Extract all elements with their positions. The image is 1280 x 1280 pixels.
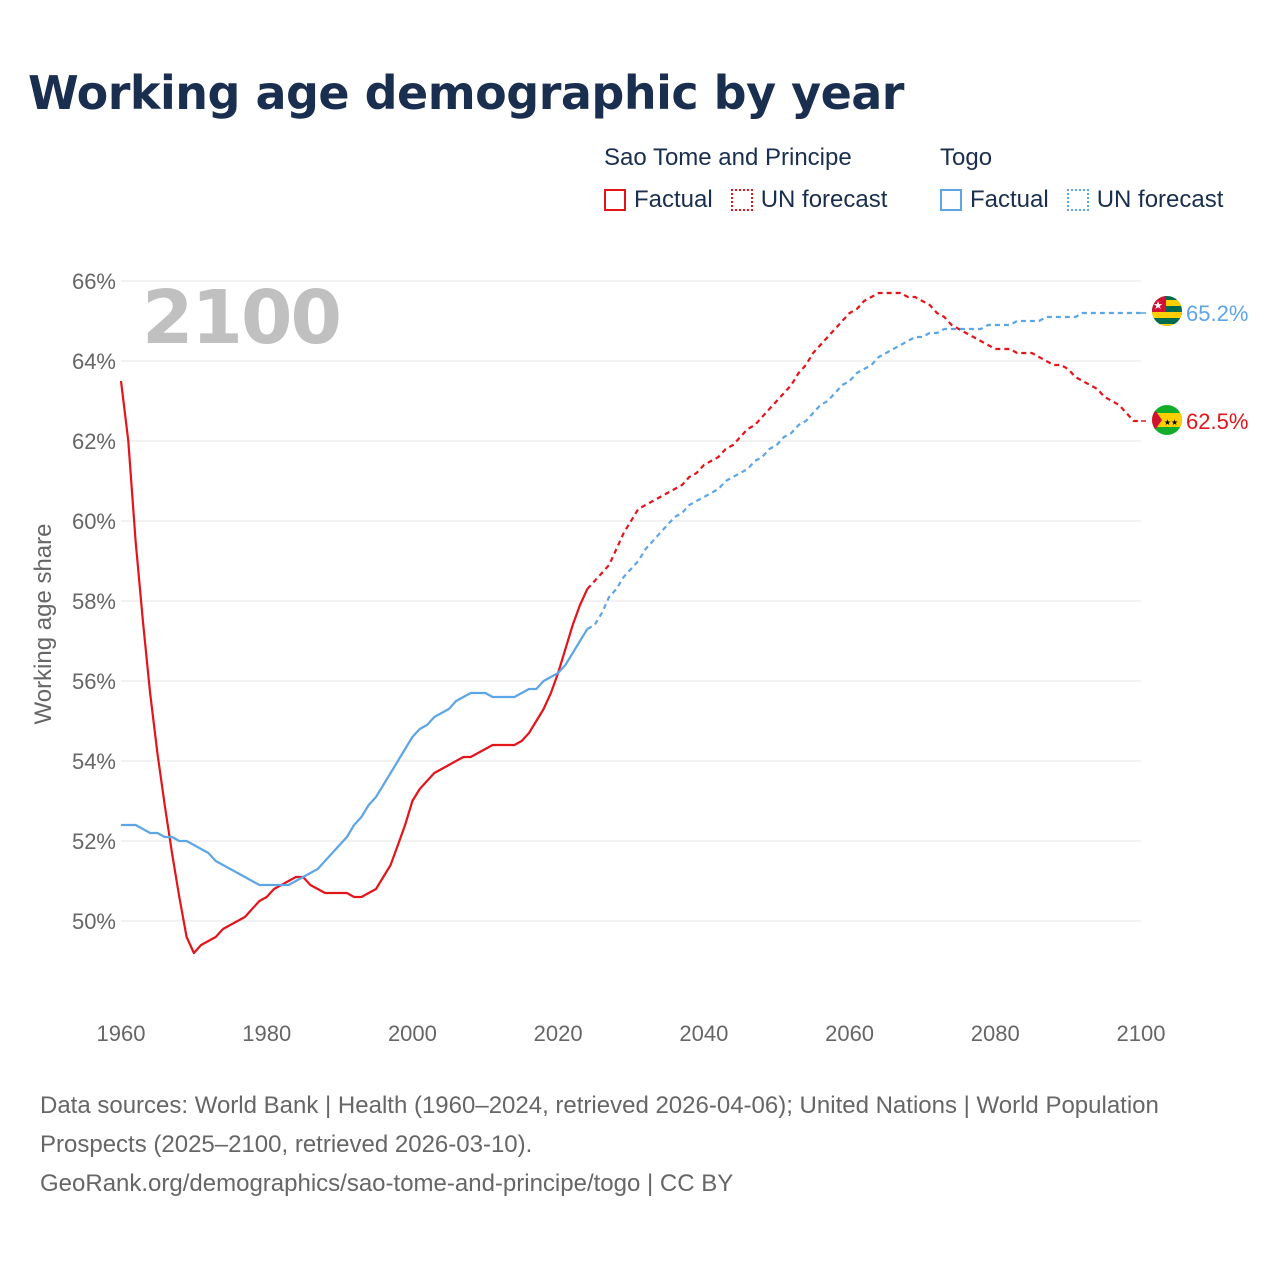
- legend-swatch-dotted-icon: [1066, 189, 1089, 211]
- y-tick-label: 66%: [72, 269, 116, 294]
- sao-tome-flag-icon: ★★: [1152, 405, 1182, 435]
- y-tick-label: 58%: [72, 589, 116, 614]
- y-axis-label: Working age share: [30, 524, 57, 725]
- x-axis-ticks: 1960 1980 2000 2020 2040 2060 2080 2100: [97, 1021, 1166, 1046]
- svg-text:★★: ★★: [1164, 418, 1178, 427]
- y-tick-label: 56%: [72, 669, 116, 694]
- line-chart: 2100 50% 52% 54% 56% 58% 60% 62% 64% 66% 1960 198…: [30, 269, 1248, 1046]
- source-line: Data sources: World Bank | Health (1960–…: [40, 1092, 1159, 1158]
- legend-swatch-solid-icon: [940, 189, 962, 211]
- series-line-sao-tome-and-principe-forecast[interactable]: [586, 291, 1141, 590]
- y-tick-label: 54%: [72, 749, 116, 774]
- legend-label: UN forecast: [1096, 186, 1224, 213]
- legend-item-togo-forecast[interactable]: UN forecast: [1066, 186, 1224, 214]
- legend-item-sao-tome-forecast[interactable]: UN forecast: [730, 186, 888, 214]
- x-tick-label: 2060: [825, 1021, 874, 1046]
- legend-swatch-solid-icon: [604, 189, 626, 211]
- togo-flag-icon: ★: [1152, 296, 1182, 326]
- y-tick-label: 50%: [72, 909, 116, 934]
- legend-swatch-dotted-icon: [730, 189, 753, 211]
- y-tick-label: 52%: [72, 829, 116, 854]
- y-tick-label: 64%: [72, 349, 116, 374]
- page-title: Working age demographic by year: [28, 66, 905, 120]
- legend-group-title: Togo: [940, 144, 993, 171]
- legend-label: Factual: [970, 186, 1049, 213]
- svg-text:★: ★: [1153, 300, 1163, 312]
- legend-group-togo: Togo Factual UN forecast: [940, 144, 1223, 214]
- gridlines: [121, 280, 1141, 922]
- y-axis-ticks: 50% 52% 54% 56% 58% 60% 62% 64% 66%: [72, 269, 116, 934]
- x-tick-label: 1980: [242, 1021, 291, 1046]
- legend-label: UN forecast: [760, 186, 888, 213]
- x-tick-label: 2040: [679, 1021, 728, 1046]
- x-tick-label: 2080: [971, 1021, 1020, 1046]
- legend-group-sao-tome: Sao Tome and Principe Factual UN forecas…: [604, 144, 887, 214]
- y-tick-label: 62%: [72, 429, 116, 454]
- legend-group-title: Sao Tome and Principe: [604, 144, 852, 171]
- series-line-togo-factual[interactable]: [121, 628, 589, 887]
- legend-item-sao-tome-factual[interactable]: Factual: [604, 186, 713, 214]
- legend-label: Factual: [634, 186, 713, 213]
- year-watermark: 2100: [142, 275, 340, 361]
- y-tick-label: 60%: [72, 509, 116, 534]
- end-value-label-sao-tome-and-principe: 62.5%: [1186, 409, 1248, 434]
- x-tick-label: 2020: [534, 1021, 583, 1046]
- x-tick-label: 2100: [1117, 1021, 1166, 1046]
- legend-item-togo-factual[interactable]: Factual: [940, 186, 1049, 214]
- series-lines: 62.5% 65.2%: [119, 291, 1248, 955]
- end-value-label-togo: 65.2%: [1186, 301, 1248, 326]
- series-line-sao-tome-and-principe-factual[interactable]: [119, 380, 589, 955]
- source-note: Data sources: World Bank | Health (1960–…: [40, 1086, 1220, 1203]
- source-url-line[interactable]: GeoRank.org/demographics/sao-tome-and-pr…: [40, 1170, 734, 1197]
- x-tick-label: 1960: [97, 1021, 146, 1046]
- series-line-togo-forecast[interactable]: [586, 311, 1141, 630]
- x-tick-label: 2000: [388, 1021, 437, 1046]
